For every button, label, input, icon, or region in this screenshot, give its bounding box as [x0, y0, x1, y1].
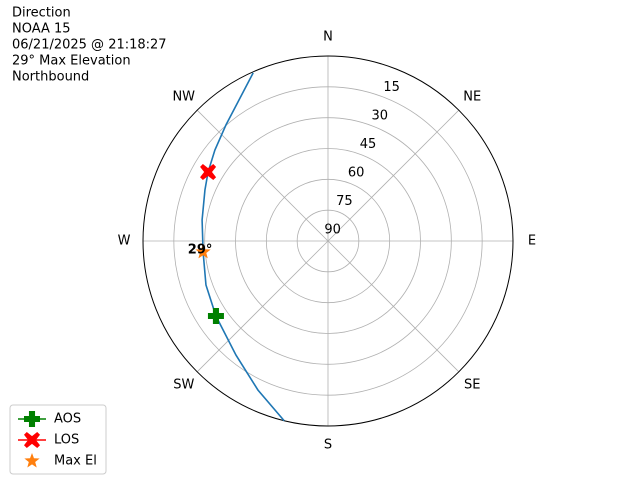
- theta-tick-label: W: [118, 234, 131, 249]
- legend-label: LOS: [54, 433, 79, 448]
- r-tick-label: 15: [383, 80, 400, 95]
- grid-spoke: [196, 240, 329, 373]
- theta-tick-label: E: [528, 234, 536, 249]
- r-tick-label: 45: [360, 137, 377, 152]
- title-line: Direction: [12, 6, 71, 21]
- annotation: 29°: [188, 242, 213, 257]
- polar-frame: [142, 55, 514, 427]
- r-tick-label: 90: [324, 222, 341, 237]
- title-line: 29° Max Elevation: [12, 54, 131, 69]
- theta-tick-label: NE: [463, 89, 481, 104]
- legend-label: Max El: [54, 454, 97, 469]
- theta-tick-label: SE: [464, 378, 480, 393]
- theta-tick-label: NW: [172, 89, 195, 104]
- r-tick-label: 30: [372, 108, 389, 123]
- marker: [195, 243, 211, 259]
- r-tick-label: 75: [336, 194, 353, 209]
- theta-tick-label: SW: [173, 378, 194, 393]
- grid-spoke: [327, 109, 460, 242]
- r-tick-label: 60: [348, 165, 365, 180]
- title-line: 06/21/2025 @ 21:18:27: [12, 38, 167, 53]
- theta-tick-label: N: [323, 30, 333, 45]
- legend-marker: [24, 453, 40, 468]
- grid-spoke: [196, 109, 329, 242]
- track-line: [201, 72, 285, 422]
- marker: [207, 308, 224, 325]
- grid-spoke: [327, 240, 460, 373]
- marker: [200, 164, 217, 181]
- title-line: NOAA 15: [12, 22, 71, 37]
- legend-marker: [24, 411, 40, 427]
- legend-label: AOS: [54, 412, 81, 427]
- legend-marker: [24, 432, 40, 448]
- title-line: Northbound: [12, 70, 89, 85]
- theta-tick-label: S: [324, 438, 332, 453]
